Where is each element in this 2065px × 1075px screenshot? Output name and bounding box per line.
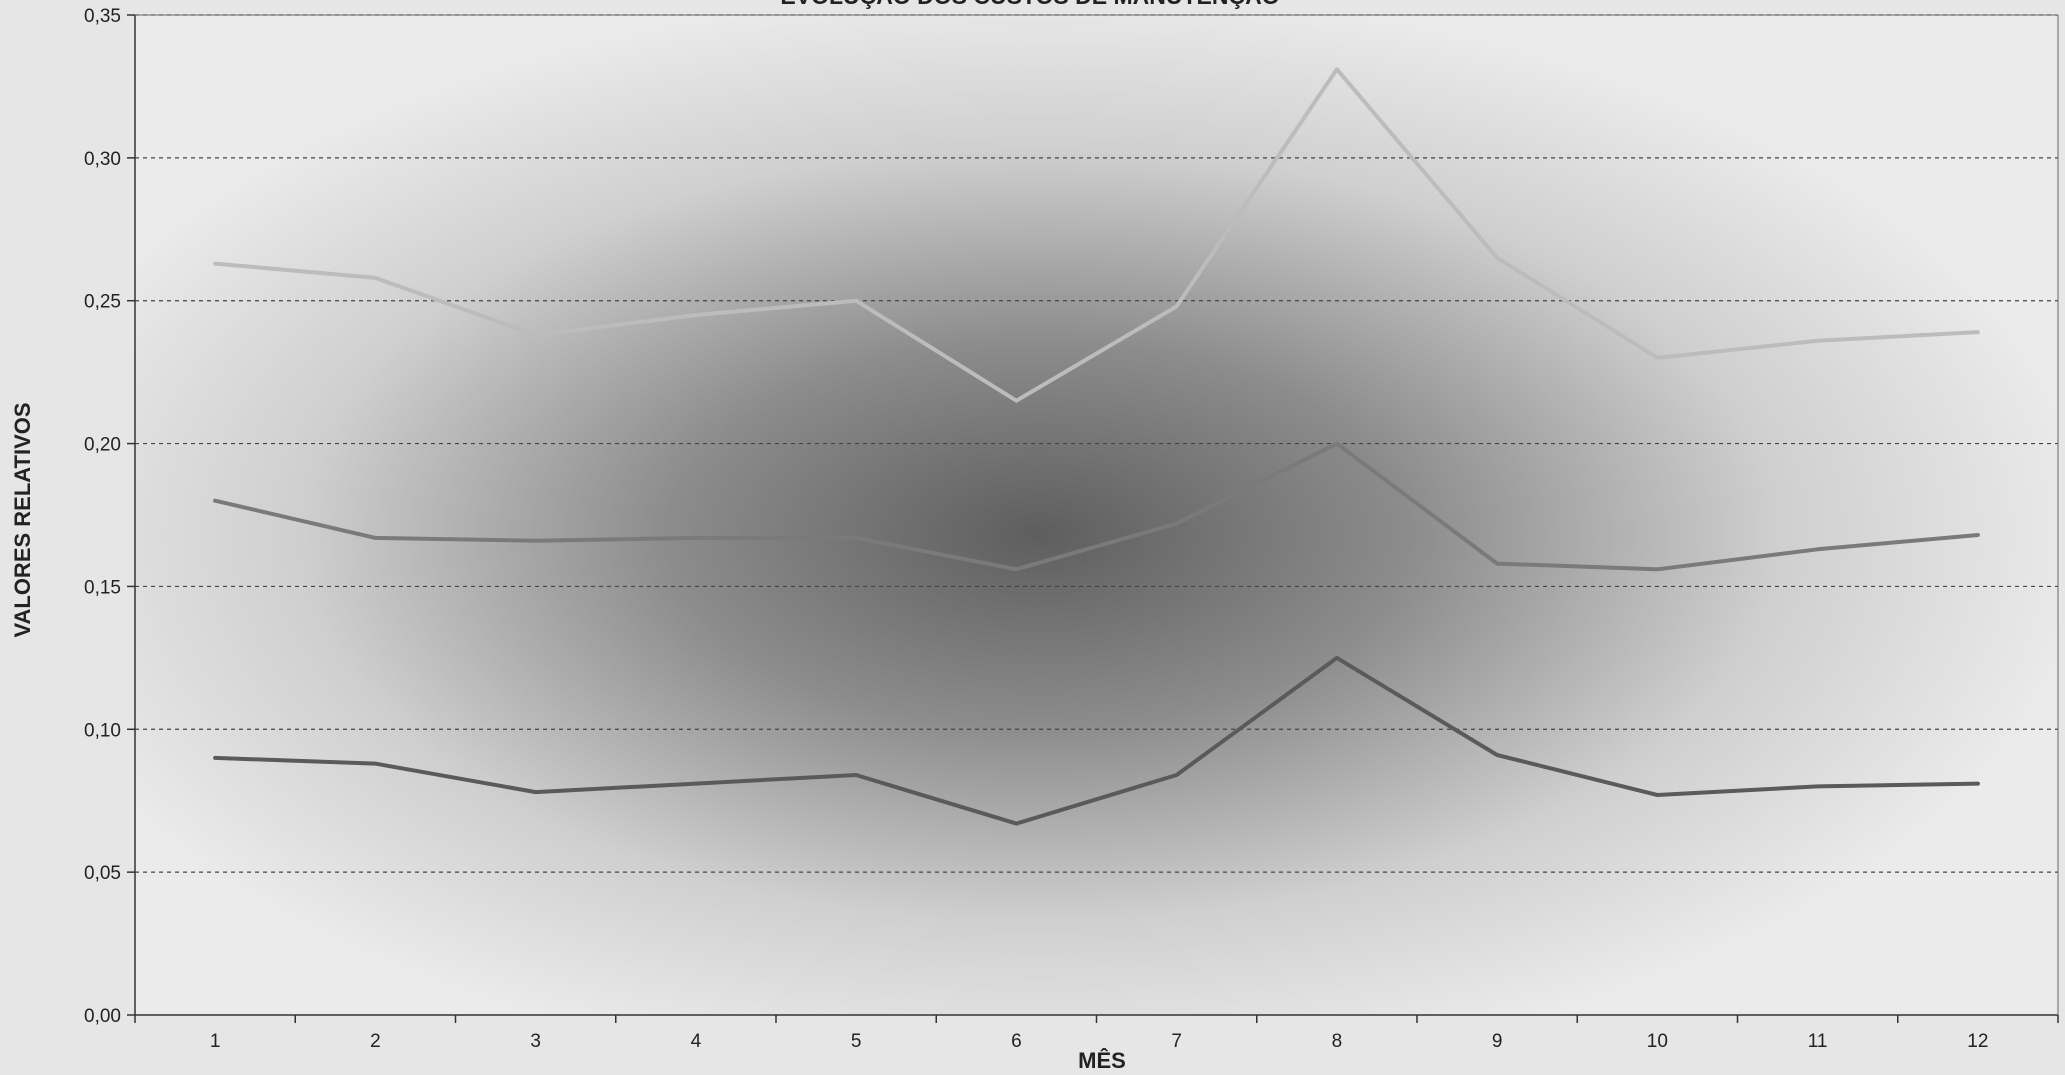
y-tick-label: 0,00 [84, 1006, 121, 1027]
y-tick-label: 0,10 [84, 720, 121, 741]
y-tick-label: 0,35 [84, 6, 121, 27]
y-axis-ticks: 0,00 0,05 0,10 0,15 0,20 0,25 0,30 0,35 [84, 6, 135, 1027]
plot-area [135, 15, 2058, 1015]
x-tick-label: 12 [1967, 1031, 1988, 1052]
x-tick-label: 11 [1808, 1031, 1828, 1052]
y-tick-label: 0,20 [84, 435, 121, 456]
x-tick-label: 10 [1647, 1031, 1668, 1052]
x-tick-label: 1 [210, 1031, 221, 1052]
x-tick-label: 2 [370, 1031, 381, 1052]
x-tick-label: 7 [1171, 1031, 1182, 1052]
x-axis-title: MÊS [1078, 1048, 1126, 1073]
y-tick-label: 0,15 [84, 577, 121, 598]
x-tick-label: 4 [691, 1031, 702, 1052]
y-tick-label: 0,30 [84, 149, 121, 170]
x-tick-label: 5 [851, 1031, 862, 1052]
y-axis-title: VALORES RELATIVOS [10, 402, 35, 637]
y-tick-label: 0,05 [84, 863, 121, 884]
y-tick-label: 0,25 [84, 292, 121, 313]
chart-title: EVOLUÇÃO DOS CUSTOS DE MANUTENÇÃO [780, 0, 1279, 9]
series-lines [213, 67, 1980, 826]
x-tick-label: 8 [1332, 1031, 1343, 1052]
x-tick-label: 9 [1492, 1031, 1503, 1052]
x-tick-label: 3 [530, 1031, 541, 1052]
x-axis-ticks: 1 2 3 4 5 6 7 8 9 10 11 12 [134, 1015, 2059, 1052]
x-tick-label: 6 [1011, 1031, 1022, 1052]
series-line-2 [213, 441, 1980, 572]
series-line-1 [213, 67, 1980, 403]
series-line-3 [213, 655, 1980, 826]
